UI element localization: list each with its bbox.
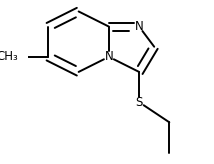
Text: S: S	[135, 96, 143, 109]
Text: N: N	[104, 50, 113, 63]
Text: CH₃: CH₃	[0, 50, 18, 63]
Text: N: N	[135, 20, 143, 33]
